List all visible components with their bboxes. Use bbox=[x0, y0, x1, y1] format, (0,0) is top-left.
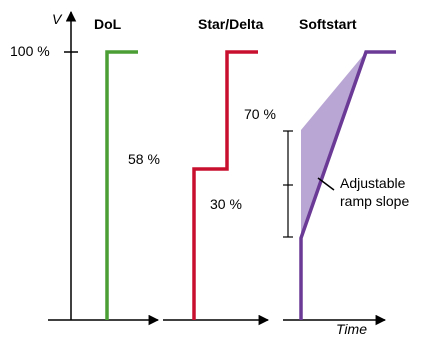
y-axis-label: V bbox=[52, 11, 63, 27]
dol-annotation: 58 % bbox=[128, 151, 160, 167]
panel-title-softstart: Softstart bbox=[299, 16, 357, 32]
softstart-annotation-70: 70 % bbox=[244, 106, 276, 122]
softstart-voltage-curve bbox=[299, 50, 396, 320]
star-delta-annotation: 30 % bbox=[210, 196, 242, 212]
star-delta-voltage-curve bbox=[192, 50, 258, 320]
panel-title-dol: DoL bbox=[94, 16, 122, 32]
x-axis-label: Time bbox=[336, 321, 367, 337]
y-axis-tick-label-100: 100 % bbox=[10, 43, 50, 59]
dol-voltage-curve bbox=[105, 50, 138, 320]
softstart-annotation-adjustable: Adjustable bbox=[340, 175, 406, 191]
panel-title-star-delta: Star/Delta bbox=[198, 16, 264, 32]
ramp-slope-pointer bbox=[317, 177, 335, 191]
softstart-annotation-ramp-slope: ramp slope bbox=[340, 193, 409, 209]
